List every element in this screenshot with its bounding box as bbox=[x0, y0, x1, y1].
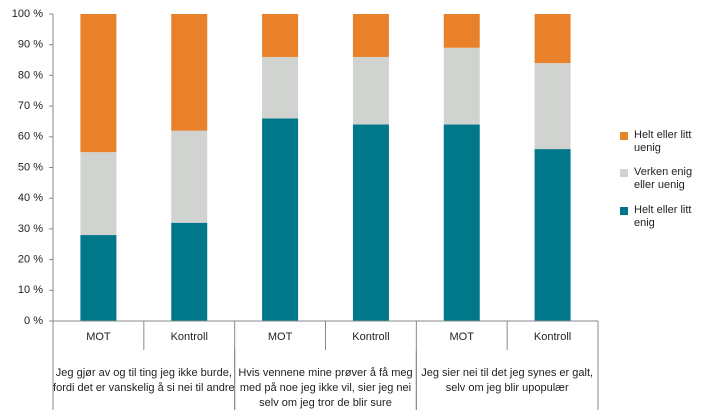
y-tick-label: 60 % bbox=[18, 131, 43, 143]
group-label: selv om jeg blir upopulær bbox=[446, 382, 569, 394]
bar-segment bbox=[262, 14, 299, 57]
bar-segment bbox=[443, 124, 480, 322]
legend-swatch bbox=[620, 169, 628, 177]
group-label: Jeg gjør av og til ting jeg ikke burde, bbox=[56, 367, 232, 379]
bar-segment bbox=[171, 222, 208, 321]
bar-segment bbox=[262, 118, 299, 321]
bar-segment bbox=[352, 56, 389, 125]
y-tick-label: 50 % bbox=[18, 161, 43, 173]
x-tick-label: Kontroll bbox=[171, 331, 208, 343]
bar-segment bbox=[352, 14, 389, 57]
y-tick-label: 40 % bbox=[18, 192, 43, 204]
bar-segment bbox=[80, 152, 117, 236]
legend-label: Helt eller litt uenig bbox=[634, 129, 692, 154]
x-tick-label: MOT bbox=[450, 331, 475, 343]
group-label: selv om jeg tror de blir sure bbox=[259, 397, 392, 409]
group-label: Jeg sier nei til det jeg synes er galt, bbox=[421, 367, 593, 379]
bar-segment bbox=[352, 124, 389, 322]
y-tick-label: 30 % bbox=[18, 223, 43, 235]
legend-label: Verken enig eller uenig bbox=[634, 166, 693, 191]
legend-swatch bbox=[620, 207, 628, 215]
bar-segment bbox=[80, 14, 117, 153]
bar-segment bbox=[171, 130, 208, 223]
bar-segment bbox=[80, 235, 117, 321]
x-tick-label: Kontroll bbox=[534, 331, 571, 343]
y-tick-label: 20 % bbox=[18, 254, 43, 266]
legend-label: Helt eller litt enig bbox=[634, 204, 692, 229]
bar-segment bbox=[534, 14, 571, 64]
x-tick-label: MOT bbox=[86, 331, 111, 343]
bar-segment bbox=[534, 149, 571, 321]
bar-segment bbox=[534, 63, 571, 150]
bar-segment bbox=[262, 56, 299, 119]
y-tick-label: 80 % bbox=[18, 69, 43, 81]
bar-segment bbox=[443, 47, 480, 125]
y-tick-label: 90 % bbox=[18, 39, 43, 51]
group-label: fordi det er vanskelig å si nei til andr… bbox=[53, 382, 235, 394]
group-label: Hvis vennene mine prøver å få meg bbox=[238, 367, 412, 379]
bar-segment bbox=[171, 14, 208, 131]
y-tick-label: 100 % bbox=[12, 8, 43, 20]
x-tick-label: Kontroll bbox=[352, 331, 389, 343]
group-label: med på noe jeg ikke vil, sier jeg nei bbox=[240, 382, 411, 394]
bar-segment bbox=[443, 14, 480, 48]
y-tick-label: 10 % bbox=[18, 284, 43, 296]
x-tick-label: MOT bbox=[268, 331, 293, 343]
legend-swatch bbox=[620, 132, 628, 140]
y-tick-label: 0 % bbox=[24, 315, 43, 327]
y-tick-label: 70 % bbox=[18, 100, 43, 112]
